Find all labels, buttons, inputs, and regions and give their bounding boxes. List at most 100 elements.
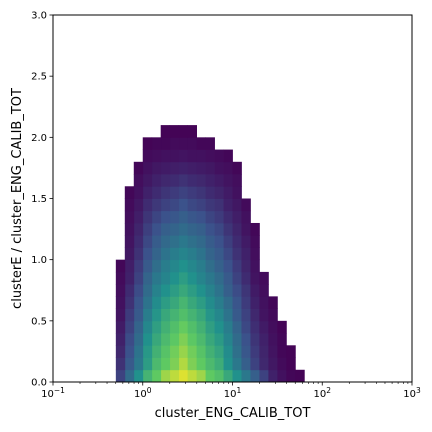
heatmap-cell — [142, 320, 153, 334]
heatmap-cell — [196, 235, 206, 248]
heatmap-cell — [142, 222, 153, 236]
heatmap-cell — [205, 161, 215, 175]
heatmap-cells — [115, 125, 305, 383]
heatmap-cell — [223, 259, 233, 273]
heatmap-cell — [196, 345, 206, 358]
heatmap-cell — [196, 284, 206, 297]
y-axis-ticks: 0.0 0.5 1.0 1.5 2.0 2.5 3.0 — [31, 11, 53, 389]
heatmap-cell — [214, 357, 224, 371]
heatmap-cell — [232, 308, 242, 322]
heatmap-cell — [133, 259, 144, 273]
heatmap-cell — [187, 345, 197, 358]
heatmap-cell — [178, 125, 189, 138]
heatmap-cell — [232, 357, 242, 371]
y-tick-label: 2.0 — [31, 133, 47, 144]
heatmap-cell — [133, 320, 144, 334]
heatmap-cell — [259, 345, 269, 358]
heatmap-cell — [124, 284, 135, 297]
heatmap-cell — [241, 320, 251, 334]
heatmap-cell — [142, 137, 153, 150]
heatmap-cell — [169, 308, 180, 322]
heatmap-cell — [178, 284, 189, 297]
heatmap-cell — [214, 247, 224, 261]
heatmap-cell — [142, 271, 153, 285]
heatmap-cell — [241, 247, 251, 261]
heatmap-cell — [250, 222, 260, 236]
heatmap-cell — [241, 345, 251, 358]
heatmap-cell — [250, 235, 260, 248]
heatmap-cell — [250, 259, 260, 273]
heatmap-cell — [196, 296, 206, 309]
heatmap-cell — [151, 247, 162, 261]
heatmap-cell — [187, 161, 197, 175]
heatmap-cell — [187, 137, 197, 150]
heatmap-cell — [142, 198, 153, 212]
heatmap-cell — [286, 369, 296, 383]
heatmap-cell — [223, 174, 233, 187]
heatmap-cell — [223, 235, 233, 248]
heatmap-cell — [151, 210, 162, 224]
heatmap-cell — [187, 369, 197, 383]
heatmap-cell — [169, 161, 180, 175]
heatmap-cell — [160, 369, 171, 383]
heatmap-cell — [169, 235, 180, 248]
heatmap-cell — [268, 296, 278, 309]
heatmap-cell — [214, 259, 224, 273]
heatmap-cell — [295, 369, 305, 383]
heatmap-cell — [259, 296, 269, 309]
heatmap-cell — [178, 308, 189, 322]
heatmap-cell — [205, 149, 215, 163]
heatmap-cell — [133, 333, 144, 346]
heatmap-cell — [214, 222, 224, 236]
heatmap-cell — [142, 345, 153, 358]
heatmap-cell — [178, 149, 189, 163]
heatmap-cell — [223, 198, 233, 212]
heatmap-cell — [160, 259, 171, 273]
heatmap-cell — [133, 369, 144, 383]
heatmap-cell — [232, 198, 242, 212]
heatmap-cell — [250, 320, 260, 334]
heatmap-cell — [169, 186, 180, 199]
heatmap-cell — [205, 259, 215, 273]
heatmap-cell — [151, 271, 162, 285]
heatmap-cell — [178, 271, 189, 285]
heatmap-cell — [205, 284, 215, 297]
heatmap-cell — [241, 235, 251, 248]
heatmap-cell — [133, 345, 144, 358]
heatmap-cell — [187, 222, 197, 236]
heatmap-cell — [151, 259, 162, 273]
heatmap-cell — [259, 369, 269, 383]
heatmap-cell — [232, 210, 242, 224]
heatmap-cell — [160, 210, 171, 224]
heatmap-cell — [205, 137, 215, 150]
heatmap-cell — [187, 308, 197, 322]
heatmap-cell — [277, 333, 287, 346]
heatmap-cell — [133, 357, 144, 371]
heatmap-cell — [214, 174, 224, 187]
heatmap-cell — [178, 186, 189, 199]
heatmap-cell — [250, 333, 260, 346]
heatmap-cell — [151, 345, 162, 358]
heatmap-cell — [196, 259, 206, 273]
heatmap-cell — [160, 149, 171, 163]
heatmap-cell — [178, 296, 189, 309]
heatmap-cell — [223, 333, 233, 346]
heatmap-cell — [133, 222, 144, 236]
heatmap-cell — [196, 210, 206, 224]
heatmap-cell — [142, 296, 153, 309]
heatmap-cell — [142, 259, 153, 273]
heatmap-cell — [178, 137, 189, 150]
heatmap-cell — [268, 357, 278, 371]
heatmap-cell — [151, 149, 162, 163]
heatmap-cell — [160, 284, 171, 297]
heatmap-cell — [187, 149, 197, 163]
heatmap-cell — [241, 333, 251, 346]
heatmap-cell — [115, 369, 126, 383]
heatmap-cell — [214, 345, 224, 358]
heatmap-cell — [124, 357, 135, 371]
heatmap-cell — [142, 308, 153, 322]
y-tick-label: 3.0 — [31, 11, 47, 22]
heatmap-cell — [160, 186, 171, 199]
heatmap-cell — [169, 271, 180, 285]
